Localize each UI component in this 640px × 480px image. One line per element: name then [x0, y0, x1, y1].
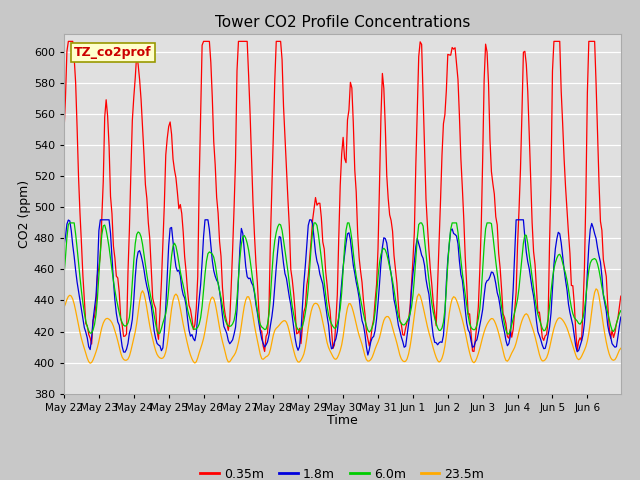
- 23.5m: [617, 346, 625, 351]
- 0.35m: [617, 293, 625, 299]
- 0.35m: [81, 297, 88, 303]
- 23.5m: [60, 304, 68, 310]
- 1.8m: [543, 340, 550, 346]
- Y-axis label: CO2 (ppm): CO2 (ppm): [18, 180, 31, 248]
- 1.8m: [460, 291, 468, 297]
- 23.5m: [592, 286, 600, 292]
- 23.5m: [458, 317, 466, 323]
- 0.35m: [460, 216, 468, 222]
- 23.5m: [86, 360, 94, 366]
- 1.8m: [348, 249, 356, 255]
- 6.0m: [66, 220, 74, 226]
- 1.8m: [97, 217, 104, 223]
- 0.35m: [349, 120, 357, 126]
- 6.0m: [60, 273, 68, 278]
- 23.5m: [616, 348, 623, 353]
- 1.8m: [79, 316, 87, 322]
- 0.35m: [98, 216, 106, 221]
- Legend: 0.35m, 1.8m, 6.0m, 23.5m: 0.35m, 1.8m, 6.0m, 23.5m: [195, 463, 490, 480]
- 1.8m: [98, 217, 106, 223]
- Line: 6.0m: 6.0m: [64, 223, 621, 334]
- Text: TZ_co2prof: TZ_co2prof: [74, 46, 152, 59]
- Line: 0.35m: 0.35m: [64, 41, 621, 351]
- 1.8m: [364, 352, 372, 358]
- 0.35m: [260, 348, 268, 354]
- 1.8m: [60, 243, 68, 249]
- 23.5m: [98, 325, 106, 331]
- 0.35m: [65, 38, 72, 44]
- 23.5m: [348, 304, 356, 310]
- X-axis label: Time: Time: [327, 414, 358, 427]
- 0.35m: [616, 304, 623, 310]
- 6.0m: [81, 310, 88, 316]
- 6.0m: [617, 308, 625, 313]
- Line: 23.5m: 23.5m: [64, 289, 621, 363]
- 6.0m: [98, 232, 106, 238]
- 23.5m: [79, 341, 87, 347]
- Line: 1.8m: 1.8m: [64, 220, 621, 355]
- 6.0m: [543, 324, 550, 329]
- 1.8m: [616, 324, 623, 329]
- 23.5m: [541, 357, 549, 362]
- 6.0m: [504, 331, 511, 337]
- 0.35m: [543, 332, 550, 337]
- 6.0m: [348, 237, 356, 242]
- 0.35m: [60, 128, 68, 134]
- 1.8m: [617, 314, 625, 320]
- 6.0m: [458, 270, 466, 276]
- 6.0m: [616, 311, 623, 316]
- Title: Tower CO2 Profile Concentrations: Tower CO2 Profile Concentrations: [214, 15, 470, 30]
